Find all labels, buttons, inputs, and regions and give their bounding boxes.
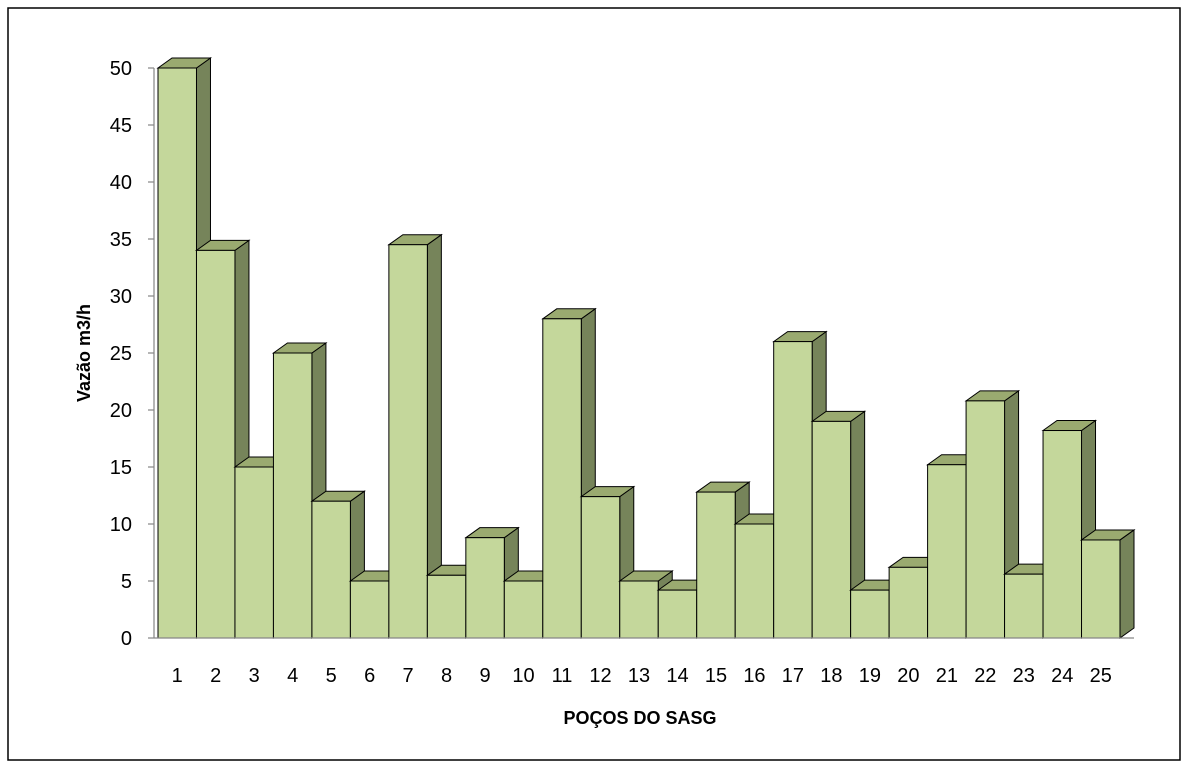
x-tick-label: 3 bbox=[249, 665, 260, 687]
x-tick-label: 20 bbox=[897, 665, 919, 687]
bar-front bbox=[927, 464, 967, 639]
y-tick-label: 25 bbox=[110, 343, 132, 365]
bar-front bbox=[503, 580, 544, 639]
bar-front bbox=[272, 352, 313, 639]
bar-front bbox=[195, 249, 236, 639]
bar-front bbox=[157, 67, 197, 639]
bar-front bbox=[850, 589, 890, 639]
bar-front bbox=[811, 420, 852, 639]
bar-18 bbox=[810, 410, 867, 639]
y-tick-label: 0 bbox=[121, 628, 132, 650]
bar-side bbox=[1119, 528, 1135, 639]
bar-front bbox=[234, 466, 274, 639]
x-tick-label: 14 bbox=[666, 665, 688, 687]
bar-front bbox=[311, 500, 351, 639]
bar-front bbox=[580, 496, 621, 639]
x-tick-label: 4 bbox=[287, 665, 298, 687]
bar-4 bbox=[271, 342, 328, 639]
x-tick-label: 1 bbox=[172, 665, 183, 687]
x-tick-label: 10 bbox=[512, 665, 534, 687]
x-tick-label: 9 bbox=[480, 665, 491, 687]
x-tick-label: 15 bbox=[705, 665, 727, 687]
y-tick-label: 30 bbox=[110, 286, 132, 308]
x-tick-label: 11 bbox=[552, 665, 573, 687]
bar-front bbox=[465, 537, 505, 639]
x-tick-label: 16 bbox=[743, 665, 765, 687]
bar-front bbox=[696, 491, 736, 639]
bar-7 bbox=[387, 233, 443, 639]
bar-front bbox=[542, 318, 582, 639]
y-tick-label: 45 bbox=[110, 115, 132, 137]
y-tick-label: 50 bbox=[110, 58, 132, 80]
y-axis-title: Vazão m3/h bbox=[74, 304, 94, 402]
x-tick-label: 12 bbox=[589, 665, 611, 687]
bar-22 bbox=[964, 389, 1021, 639]
y-axis: 0 5 10 15 20 25 30 35 40 45 50 bbox=[110, 58, 155, 650]
x-tick-label: 7 bbox=[403, 665, 414, 687]
y-tick-label: 40 bbox=[110, 172, 132, 194]
bars bbox=[156, 57, 1136, 639]
bar-front bbox=[657, 589, 698, 639]
x-tick-label: 13 bbox=[628, 665, 650, 687]
x-tick-label: 5 bbox=[326, 665, 337, 687]
x-tick-label: 17 bbox=[782, 665, 804, 687]
y-tick-label: 35 bbox=[110, 229, 132, 251]
bar-front bbox=[888, 566, 929, 639]
bar-front bbox=[1081, 539, 1121, 639]
bar-front bbox=[426, 574, 467, 639]
bar-front bbox=[965, 400, 1006, 639]
bar-front bbox=[1042, 430, 1083, 639]
x-axis: 1 2 3 4 5 6 7 8 9 10 11 12 13 14 15 16 17 18 19 20 21 22 23 24 2… bbox=[154, 637, 1134, 687]
bar-front bbox=[1004, 573, 1044, 639]
bar-front bbox=[734, 523, 775, 639]
y-tick-label: 20 bbox=[110, 400, 132, 422]
x-tick-label: 22 bbox=[974, 665, 996, 687]
bar-front bbox=[619, 580, 659, 639]
y-tick-label: 10 bbox=[110, 514, 132, 536]
bar-front bbox=[388, 244, 428, 639]
x-tick-label: 18 bbox=[820, 665, 842, 687]
y-tick-label: 5 bbox=[121, 571, 132, 593]
x-axis-title: POÇOS DO SASG bbox=[563, 708, 716, 728]
bar-front bbox=[773, 341, 813, 639]
x-tick-label: 21 bbox=[936, 665, 958, 687]
x-tick-label: 23 bbox=[1013, 665, 1035, 687]
x-tick-label: 19 bbox=[859, 665, 881, 687]
x-tick-label: 25 bbox=[1090, 665, 1112, 687]
x-tick-label: 6 bbox=[364, 665, 375, 687]
bar-25 bbox=[1079, 528, 1136, 639]
x-tick-label: 2 bbox=[210, 665, 221, 687]
x-tick-label: 24 bbox=[1051, 665, 1073, 687]
bar-front bbox=[349, 580, 390, 639]
x-tick-label: 8 bbox=[441, 665, 452, 687]
y-tick-label: 15 bbox=[110, 457, 132, 479]
